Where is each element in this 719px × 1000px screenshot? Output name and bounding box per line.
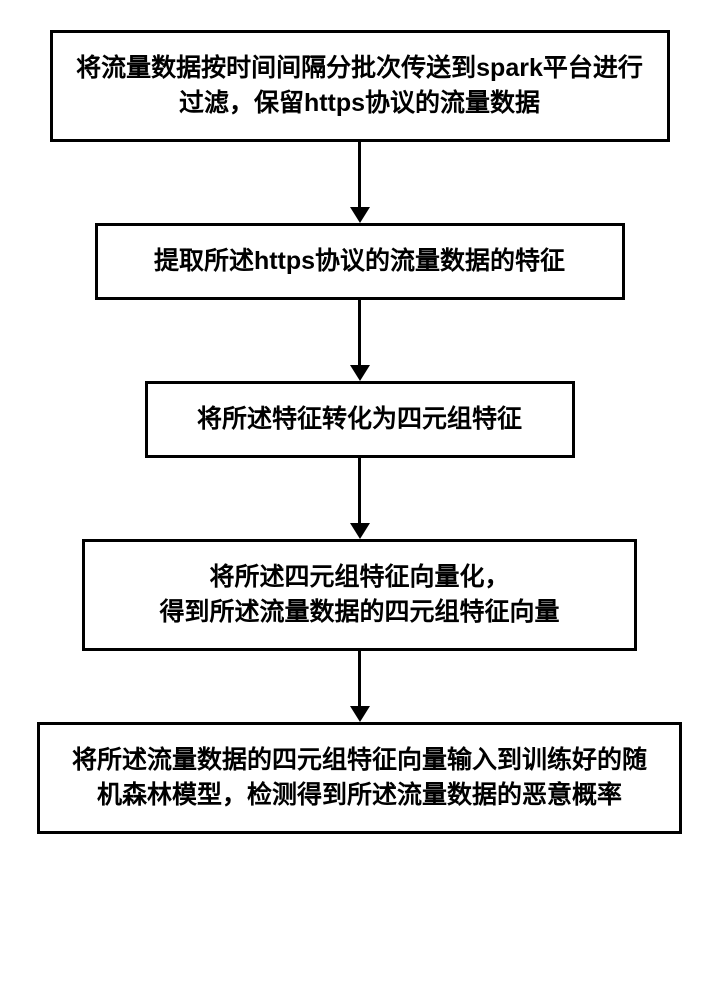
flowchart-step-4: 将所述四元组特征向量化， 得到所述流量数据的四元组特征向量 bbox=[82, 539, 637, 651]
arrow-4 bbox=[350, 651, 370, 722]
arrow-head-icon bbox=[350, 207, 370, 223]
arrow-line bbox=[358, 458, 361, 523]
arrow-1 bbox=[350, 142, 370, 223]
step-2-text: 提取所述https协议的流量数据的特征 bbox=[154, 244, 565, 279]
flowchart-step-2: 提取所述https协议的流量数据的特征 bbox=[95, 223, 625, 300]
arrow-head-icon bbox=[350, 706, 370, 722]
step-4-text: 将所述四元组特征向量化， 得到所述流量数据的四元组特征向量 bbox=[159, 560, 559, 630]
arrow-line bbox=[358, 300, 361, 365]
step-1-text: 将流量数据按时间间隔分批次传送到spark平台进行过滤，保留https协议的流量… bbox=[73, 51, 647, 121]
arrow-head-icon bbox=[350, 523, 370, 539]
flowchart-step-3: 将所述特征转化为四元组特征 bbox=[145, 381, 575, 458]
flowchart-container: 将流量数据按时间间隔分批次传送到spark平台进行过滤，保留https协议的流量… bbox=[0, 30, 719, 834]
arrow-3 bbox=[350, 458, 370, 539]
step-5-text: 将所述流量数据的四元组特征向量输入到训练好的随机森林模型，检测得到所述流量数据的… bbox=[60, 743, 659, 813]
arrow-head-icon bbox=[350, 365, 370, 381]
arrow-2 bbox=[350, 300, 370, 381]
flowchart-step-1: 将流量数据按时间间隔分批次传送到spark平台进行过滤，保留https协议的流量… bbox=[50, 30, 670, 142]
flowchart-step-5: 将所述流量数据的四元组特征向量输入到训练好的随机森林模型，检测得到所述流量数据的… bbox=[37, 722, 682, 834]
step-3-text: 将所述特征转化为四元组特征 bbox=[197, 402, 522, 437]
arrow-line bbox=[358, 142, 361, 207]
arrow-line bbox=[358, 651, 361, 706]
